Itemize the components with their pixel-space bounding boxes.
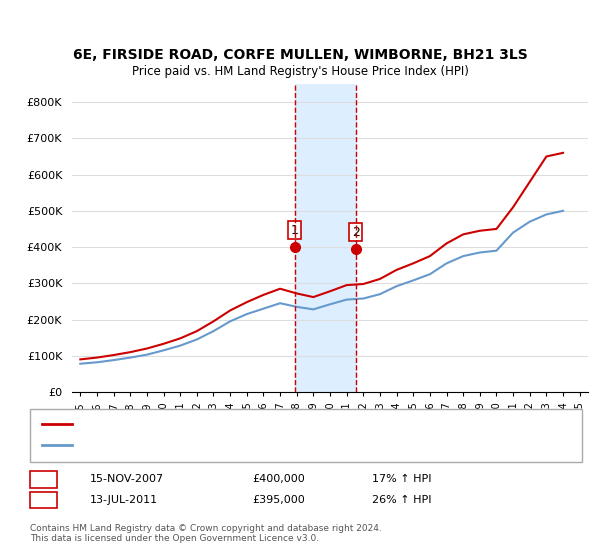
Text: HPI: Average price, detached house, Dorset: HPI: Average price, detached house, Dors… [81,440,308,450]
Text: 15-NOV-2007: 15-NOV-2007 [90,474,164,484]
Bar [295,84,356,392]
Text: 6E, FIRSIDE ROAD, CORFE MULLEN, WIMBORNE, BH21 3LS (detached house): 6E, FIRSIDE ROAD, CORFE MULLEN, WIMBORNE… [81,419,479,430]
Text: 1: 1 [291,224,299,237]
Text: 2: 2 [40,494,47,505]
Text: 17% ↑ HPI: 17% ↑ HPI [372,474,431,484]
Text: £400,000: £400,000 [252,474,305,484]
Text: £395,000: £395,000 [252,494,305,505]
Text: 6E, FIRSIDE ROAD, CORFE MULLEN, WIMBORNE, BH21 3LS: 6E, FIRSIDE ROAD, CORFE MULLEN, WIMBORNE… [73,48,527,62]
Text: Price paid vs. HM Land Registry's House Price Index (HPI): Price paid vs. HM Land Registry's House … [131,66,469,78]
Text: 13-JUL-2011: 13-JUL-2011 [90,494,158,505]
Text: 1: 1 [40,474,47,484]
Text: 2: 2 [352,226,359,239]
Text: 26% ↑ HPI: 26% ↑ HPI [372,494,431,505]
Text: Contains HM Land Registry data © Crown copyright and database right 2024.
This d: Contains HM Land Registry data © Crown c… [30,524,382,543]
